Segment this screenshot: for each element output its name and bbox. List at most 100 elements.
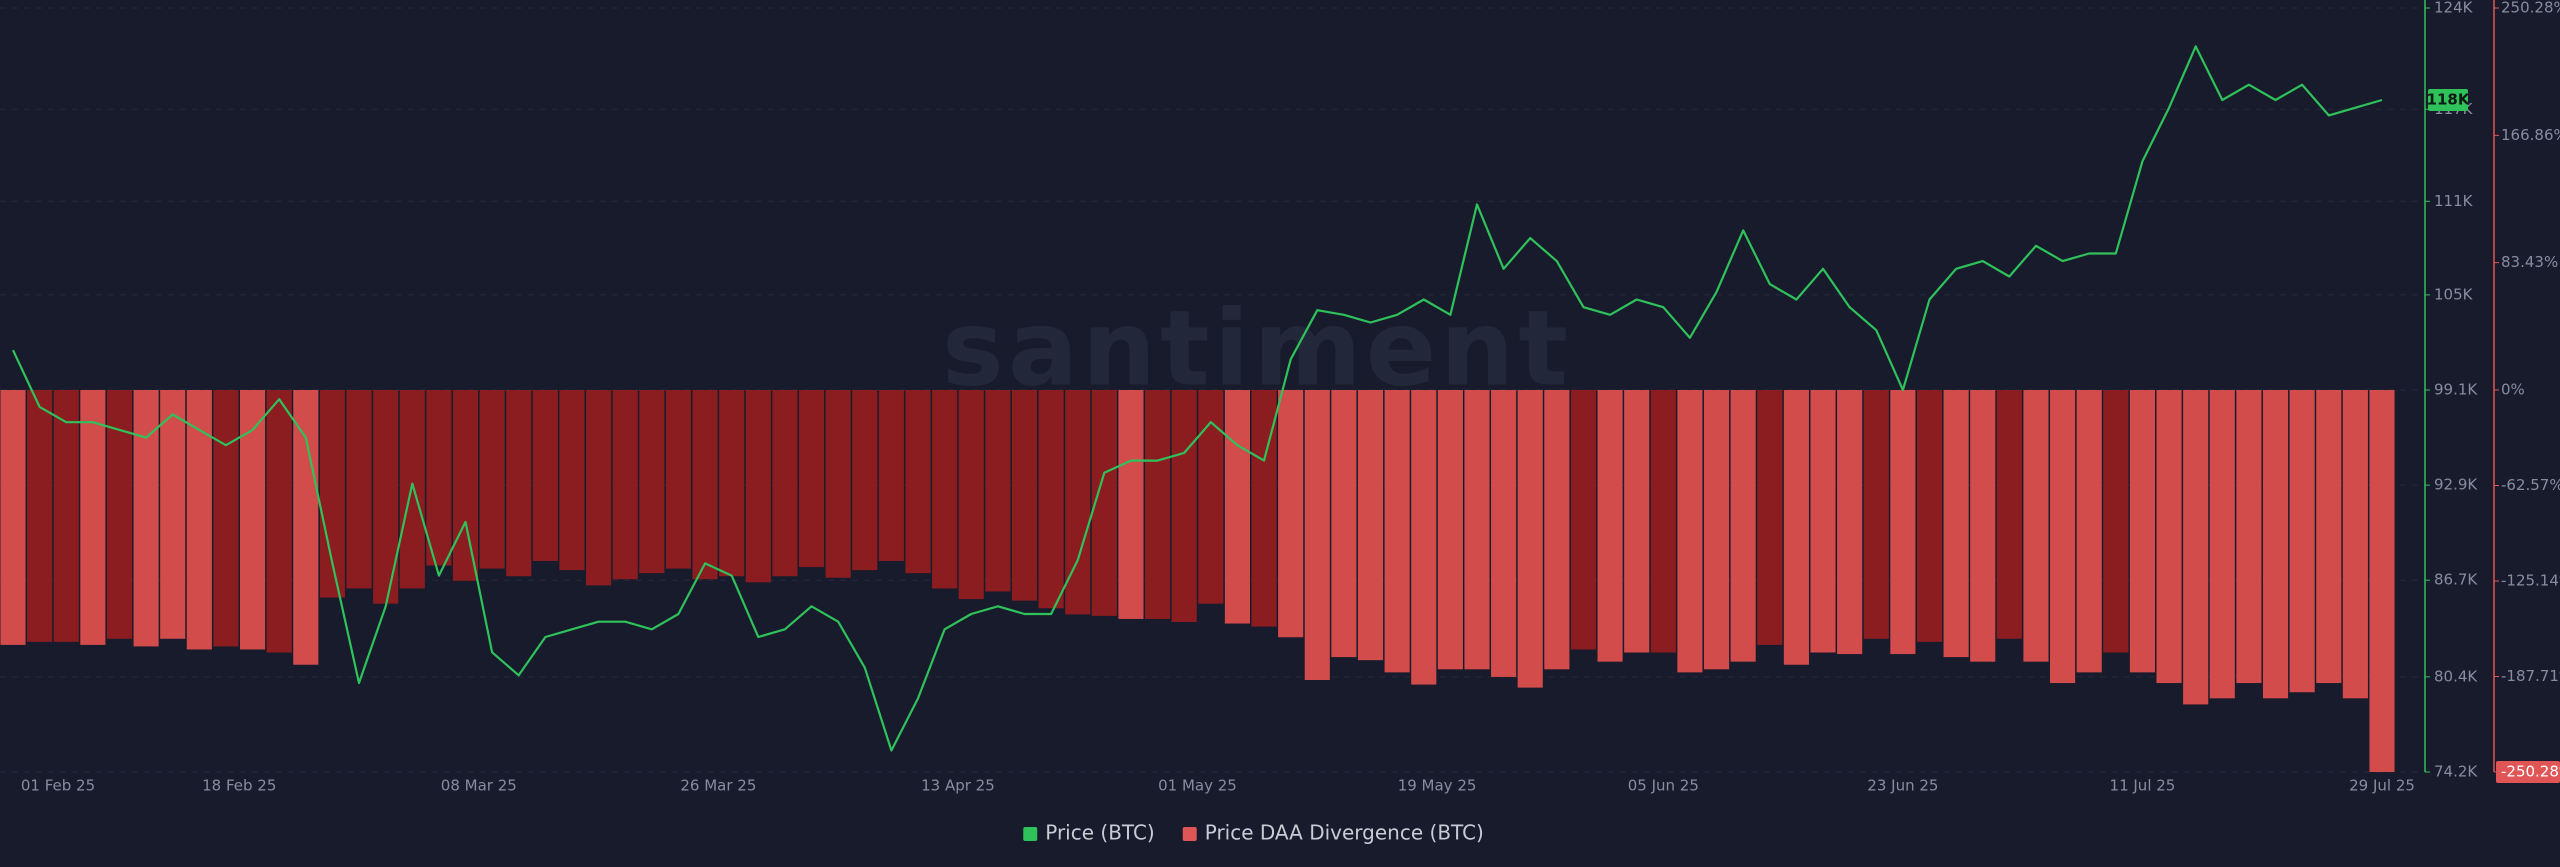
bar xyxy=(798,390,825,568)
price-tag xyxy=(2428,89,2468,112)
bar xyxy=(1491,390,1517,677)
y2-tick-label: -250.28% xyxy=(2501,763,2560,781)
bar xyxy=(825,390,851,578)
bar xyxy=(1464,390,1490,670)
bar xyxy=(1650,390,1676,653)
bar xyxy=(2050,390,2076,684)
y2-tick-label: -62.57% xyxy=(2501,476,2560,494)
bar xyxy=(2289,390,2315,693)
y2-tick-label: -125.14% xyxy=(2501,572,2560,590)
y2-value-tag xyxy=(2496,761,2560,783)
bar xyxy=(665,390,692,569)
bar xyxy=(1304,390,1330,680)
bar xyxy=(0,390,26,645)
y-tick-label: 124K xyxy=(2434,0,2474,17)
bar xyxy=(639,390,665,574)
bar xyxy=(1038,390,1064,609)
y2-tick-label: 0% xyxy=(2501,381,2525,399)
bar xyxy=(2103,390,2129,653)
x-tick-label: 26 Mar 25 xyxy=(680,777,756,795)
y-tick-label: 74.2K xyxy=(2434,763,2478,781)
y-tick-label: 80.4K xyxy=(2434,667,2478,685)
bar xyxy=(878,390,904,561)
bar xyxy=(1890,390,1916,655)
bar xyxy=(2129,390,2155,673)
bar xyxy=(1198,390,1224,604)
bar xyxy=(1437,390,1463,670)
bar xyxy=(719,390,745,577)
bar xyxy=(2342,390,2368,699)
x-tick-label: 01 May 25 xyxy=(1158,777,1237,795)
bar xyxy=(1996,390,2022,639)
bar xyxy=(745,390,771,583)
bar xyxy=(373,390,399,604)
bar xyxy=(1517,390,1543,688)
x-tick-label: 29 Jul 25 xyxy=(2349,777,2415,795)
bar xyxy=(958,390,984,600)
bar xyxy=(692,390,718,580)
bar xyxy=(905,390,931,574)
x-tick-label: 11 Jul 25 xyxy=(2110,777,2176,795)
bar xyxy=(53,390,79,642)
bar xyxy=(1703,390,1730,670)
bar xyxy=(1730,390,1756,662)
watermark: santiment xyxy=(942,287,1572,409)
x-tick-label: 13 Apr 25 xyxy=(921,777,995,795)
y-tick-label: 86.7K xyxy=(2434,571,2478,589)
x-tick-label: 23 Jun 25 xyxy=(1867,777,1938,795)
bar xyxy=(452,390,479,581)
legend: Price (BTC) Price DAA Divergence (BTC) xyxy=(1023,821,1484,845)
axes: 74.2K80.4K86.7K92.9K99.1K105K111K117K124… xyxy=(21,0,2560,795)
bar xyxy=(1597,390,1623,662)
x-tick-label: 01 Feb 25 xyxy=(21,777,95,795)
bar xyxy=(1943,390,1969,658)
bar xyxy=(772,390,798,577)
y2-tick-label: 166.86% xyxy=(2501,126,2560,144)
bar xyxy=(1916,390,1943,642)
bar xyxy=(293,390,319,665)
bar xyxy=(985,390,1011,592)
bar xyxy=(80,390,106,645)
bar xyxy=(2076,390,2102,673)
bar xyxy=(1118,390,1144,619)
bar xyxy=(1171,390,1197,622)
x-tick-label: 08 Mar 25 xyxy=(441,777,517,795)
bar xyxy=(2236,390,2262,684)
bar xyxy=(133,390,159,647)
bar xyxy=(266,390,292,653)
y-tick-label: 105K xyxy=(2434,285,2474,303)
bar xyxy=(1783,390,1809,665)
bar xyxy=(1224,390,1250,624)
bar xyxy=(852,390,878,571)
bar xyxy=(532,390,558,561)
bar xyxy=(1011,390,1038,601)
bar xyxy=(399,390,425,589)
legend-label: Price (BTC) xyxy=(1045,821,1154,845)
y2-tick-label: 250.28% xyxy=(2501,0,2560,17)
legend-swatch xyxy=(1182,827,1197,841)
bar xyxy=(1278,390,1304,638)
bar xyxy=(586,390,612,586)
x-tick-label: 19 May 25 xyxy=(1398,777,1477,795)
legend-label: Price DAA Divergence (BTC) xyxy=(1205,821,1484,845)
bars xyxy=(0,390,2395,772)
bar xyxy=(1384,390,1410,673)
y-tick-label: 99.1K xyxy=(2434,381,2478,399)
bar xyxy=(1145,390,1171,619)
lines xyxy=(12,45,2383,752)
bar xyxy=(27,390,53,642)
bar xyxy=(1411,390,1437,685)
bar xyxy=(186,390,212,650)
bar xyxy=(1677,390,1703,673)
price-line xyxy=(12,45,2383,752)
bar xyxy=(160,390,186,639)
legend-swatch xyxy=(1023,827,1038,841)
price-tag-label: 118K xyxy=(2427,91,2471,109)
bar xyxy=(2023,390,2049,662)
bar xyxy=(1331,390,1357,658)
bar xyxy=(1863,390,1889,639)
bar xyxy=(1570,390,1597,650)
bar xyxy=(2316,390,2342,684)
